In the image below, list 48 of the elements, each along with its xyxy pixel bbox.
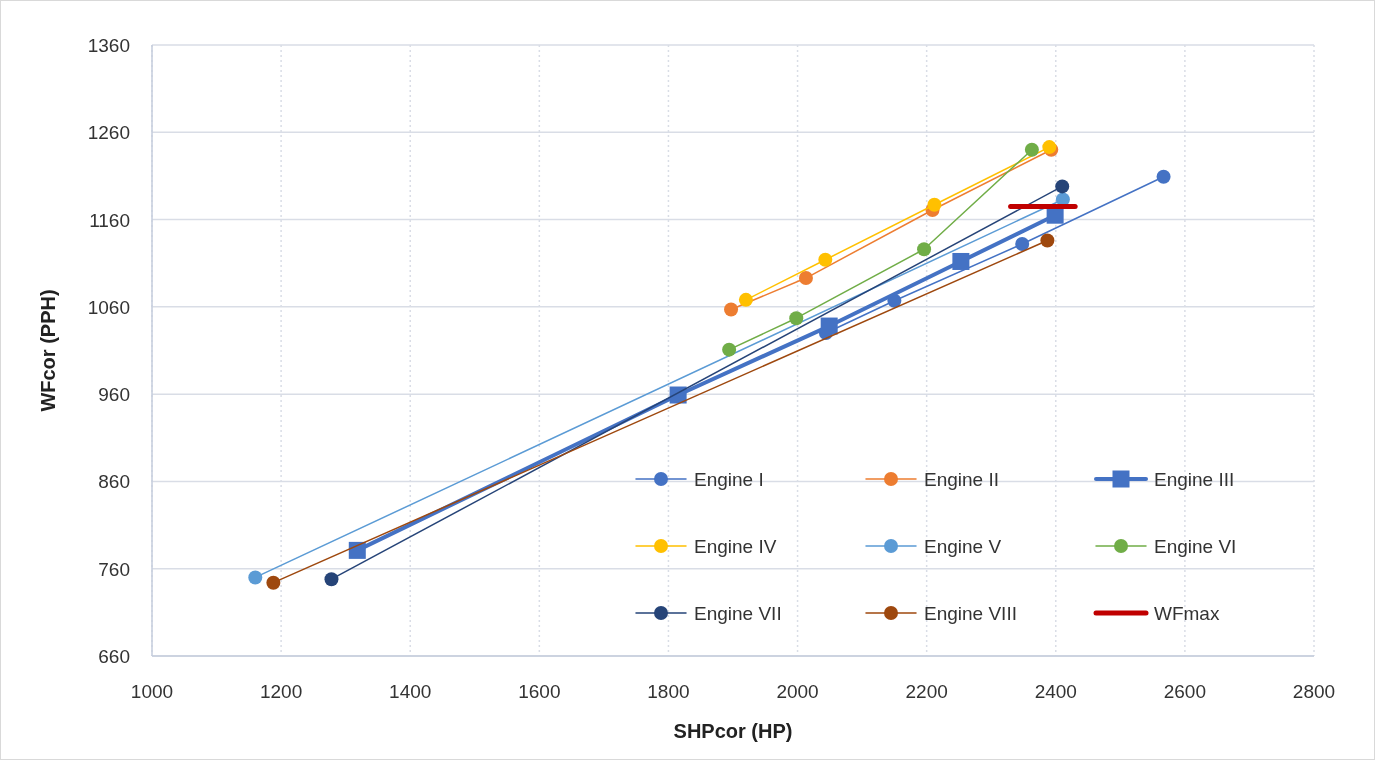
legend-label: Engine I [694, 469, 764, 490]
legend-label: Engine V [924, 536, 1002, 557]
y-tick-label: 660 [98, 646, 130, 667]
point [927, 197, 942, 212]
point [1040, 233, 1055, 248]
point [818, 252, 833, 267]
x-tick-label: 1400 [389, 681, 432, 702]
x-tick-label: 1000 [130, 681, 174, 702]
x-tick-label: 2200 [905, 681, 948, 702]
point [724, 302, 739, 317]
point [789, 311, 804, 326]
point [1156, 169, 1171, 184]
point [1055, 179, 1070, 194]
y-tick-label: 860 [98, 471, 130, 493]
legend-label: Engine VI [1154, 536, 1237, 557]
point [248, 570, 263, 585]
x-tick-label: 2400 [1034, 681, 1077, 702]
x-tick-label: 2000 [776, 681, 819, 702]
x-tick-label: 1800 [647, 681, 690, 702]
point [952, 252, 970, 270]
x-tick-label: 2600 [1163, 681, 1207, 702]
legend-label: Engine VII [694, 603, 782, 624]
y-tick-label: 1360 [87, 35, 130, 56]
point [722, 342, 737, 357]
point [1015, 237, 1030, 252]
y-tick-label: 1260 [87, 122, 130, 144]
legend-label: Engine II [924, 469, 999, 490]
legend-label: Engine VIII [924, 603, 1017, 624]
point [738, 292, 753, 307]
y-tick-label: 1060 [87, 296, 130, 318]
x-axis-title: SHPcor (HP) [673, 720, 793, 742]
point [820, 317, 838, 335]
y-tick-label: 760 [98, 558, 130, 580]
point [324, 572, 339, 587]
point [266, 575, 281, 590]
y-tick-label: 1160 [89, 209, 130, 231]
legend-label: Engine IV [694, 536, 777, 557]
y-tick-label: 960 [98, 384, 130, 406]
legend-label: WFmax [1154, 603, 1220, 624]
point [917, 242, 932, 257]
x-tick-label: 2800 [1292, 681, 1336, 702]
legend-label: Engine III [1154, 469, 1235, 490]
x-tick-label: 1600 [518, 681, 561, 702]
point [1024, 142, 1039, 157]
x-tick-label: 1200 [259, 681, 303, 702]
y-axis-title: WFcor (PPH) [37, 289, 59, 412]
point [798, 271, 813, 286]
point [348, 541, 366, 559]
